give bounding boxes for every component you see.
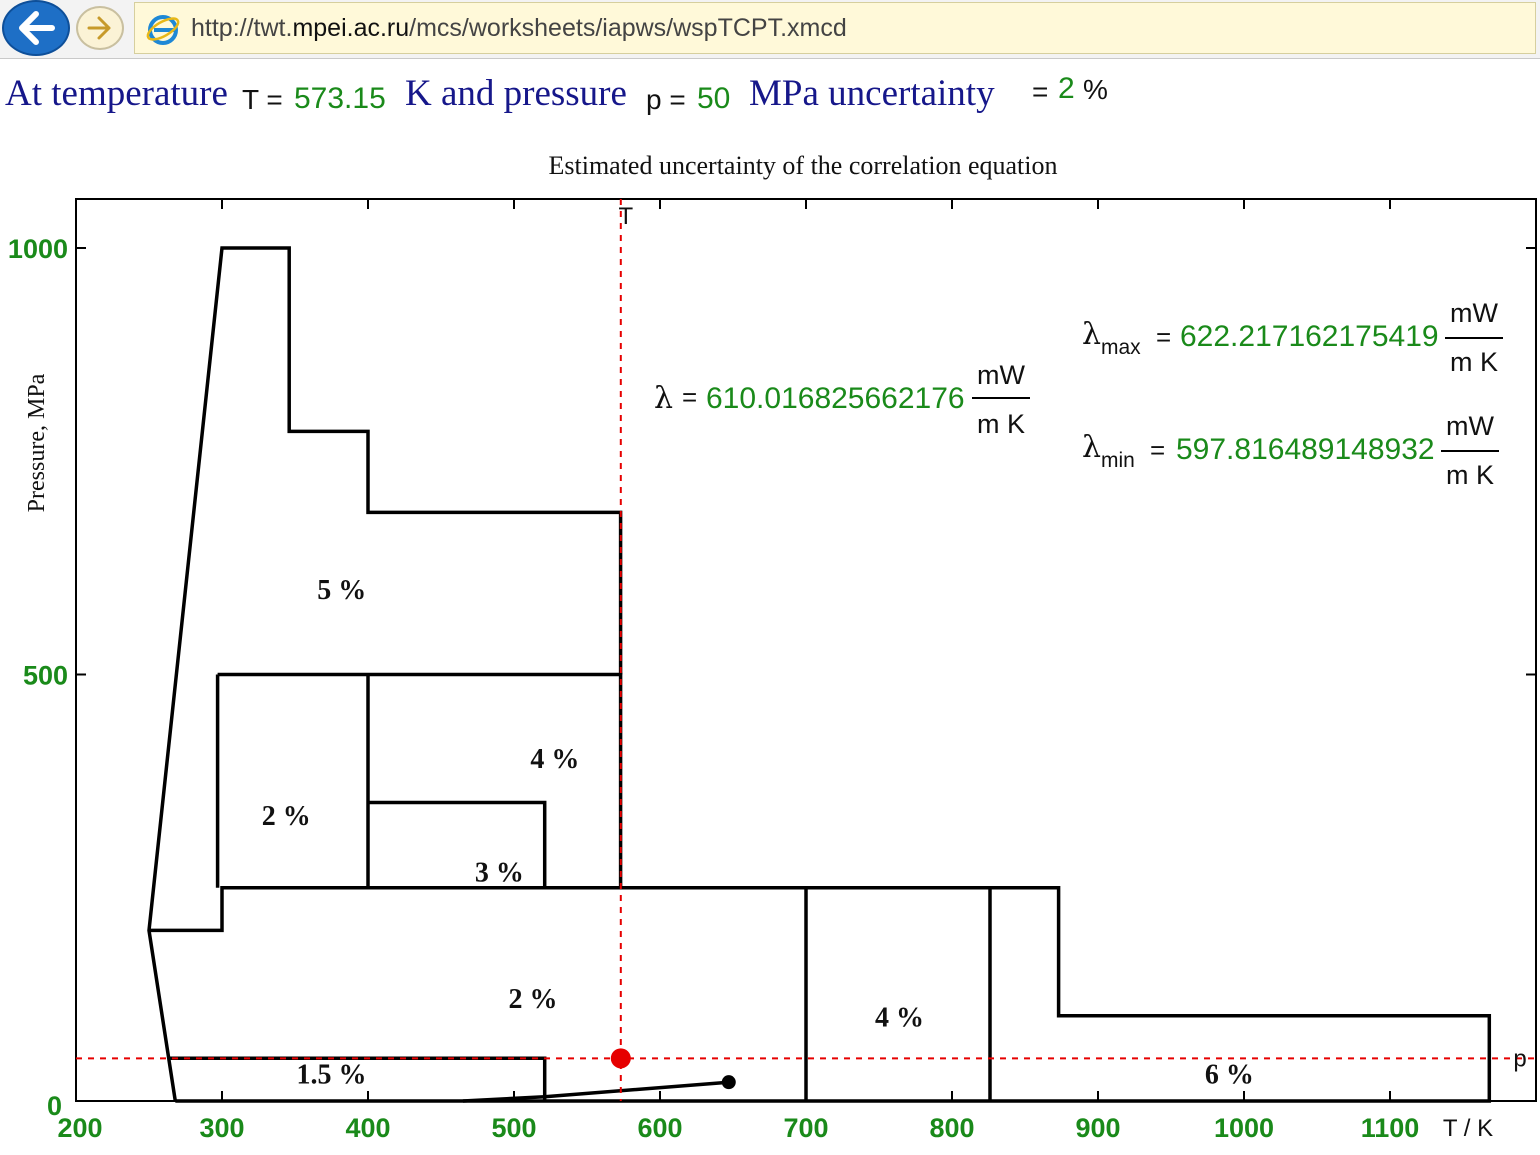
- uncertainty-value: 2: [1058, 72, 1075, 105]
- pressure-value[interactable]: 50: [697, 82, 731, 115]
- region-label: 2 %: [508, 984, 557, 1015]
- temperature-value[interactable]: 573.15: [294, 82, 386, 115]
- uncertainty-chart: Estimated uncertainty of the correlation…: [8, 151, 1537, 1143]
- uncertainty-eq: =: [1032, 76, 1049, 107]
- uncertainty-unit: %: [1083, 74, 1108, 105]
- crosshair-t-label: T: [618, 203, 633, 230]
- lambda-max-value: 622.217162175419: [1180, 320, 1439, 353]
- lambda-eq: =: [682, 382, 697, 412]
- critical-point: [721, 1075, 736, 1090]
- url-host: mpei.ac.ru: [292, 14, 410, 42]
- region-label: 3 %: [475, 858, 524, 889]
- url-prefix: http://twt.: [191, 14, 293, 42]
- lambda-max-readout: λ max = 622.217162175419 mW m K: [1082, 298, 1503, 377]
- address-bar[interactable]: http://twt.mpei.ac.ru/mcs/worksheets/iap…: [134, 2, 1536, 54]
- lambda-max-unit-num: mW: [1450, 298, 1498, 328]
- boundary-line: [149, 886, 1492, 1103]
- region-label: 4 %: [530, 744, 579, 775]
- lambda-min-readout: λ min = 597.816489148932 mW m K: [1082, 411, 1499, 490]
- y-tick-label: 1000: [8, 234, 68, 264]
- region-labels: 5 % 4 % 2 % 3 % 2 % 1.5 % 4 % 6 %: [262, 575, 1254, 1091]
- back-arrow-icon: [19, 11, 55, 45]
- x-tick-label: 700: [783, 1113, 828, 1143]
- browser-toolbar: http://twt.mpei.ac.ru/mcs/worksheets/iap…: [0, 0, 1540, 59]
- back-button[interactable]: [2, 0, 70, 56]
- y-tick-labels: 0 500 1000: [8, 234, 68, 1121]
- forward-arrow-icon: [87, 16, 111, 40]
- lambda-min-unit-num: mW: [1446, 411, 1494, 441]
- boundary-line: [368, 800, 547, 888]
- pressure-label: p =: [646, 84, 686, 115]
- temperature-label: T =: [242, 84, 283, 115]
- forward-button[interactable]: [76, 6, 124, 50]
- lambda-min-symbol: λ: [1082, 430, 1101, 465]
- x-tick-label: 300: [199, 1113, 244, 1143]
- header-text-2: K and pressure: [405, 73, 627, 114]
- lambda-max-sub: max: [1101, 336, 1141, 359]
- lambda-unit-num: mW: [977, 360, 1025, 390]
- state-crosshair: Tp: [76, 199, 1536, 1101]
- x-tick-label: 900: [1075, 1113, 1120, 1143]
- x-tick-label: 500: [491, 1113, 536, 1143]
- x-tick-label: 400: [345, 1113, 390, 1143]
- lambda-max-unit-den: m K: [1450, 347, 1498, 377]
- region-label: 5 %: [317, 575, 366, 606]
- state-point: [610, 1048, 631, 1069]
- crosshair-p-label: p: [1513, 1045, 1526, 1072]
- chart-title: Estimated uncertainty of the correlation…: [549, 151, 1058, 180]
- lambda-min-sub: min: [1101, 449, 1135, 472]
- lambda-max-eq: =: [1156, 322, 1171, 352]
- region-label: 4 %: [875, 1003, 924, 1034]
- header-text-1: At temperature: [5, 73, 228, 114]
- lambda-min-value: 597.816489148932: [1176, 433, 1435, 466]
- boundary-line: [462, 1080, 729, 1103]
- url-path: /mcs/worksheets/iapws/wspTCPT.xmcd: [409, 14, 847, 42]
- ie-page-icon: [146, 15, 180, 45]
- lambda-max-symbol: λ: [1082, 317, 1101, 352]
- x-tick-label: 800: [929, 1113, 974, 1143]
- lambda-min-eq: =: [1150, 435, 1165, 465]
- x-tick-label: 1000: [1214, 1113, 1274, 1143]
- x-tick-label: 200: [57, 1113, 102, 1143]
- x-axis-label: T / K: [1443, 1115, 1493, 1142]
- y-tick-label: 500: [23, 661, 68, 691]
- region-label: 2 %: [262, 801, 311, 832]
- url-text[interactable]: http://twt.mpei.ac.ru/mcs/worksheets/iap…: [191, 14, 847, 43]
- region-label: 1.5 %: [297, 1060, 367, 1091]
- lambda-value: 610.016825662176: [706, 382, 965, 415]
- x-tick-label: 600: [637, 1113, 682, 1143]
- region-label: 6 %: [1205, 1060, 1254, 1091]
- lambda-unit-den: m K: [977, 409, 1025, 439]
- x-tick-labels: 200 300 400 500 600 700 800 900 1000 1100: [57, 1113, 1419, 1143]
- boundary-line: [147, 246, 623, 1102]
- lambda-symbol: λ: [654, 381, 673, 416]
- lambda-min-unit-den: m K: [1446, 460, 1494, 490]
- y-tick-label: 0: [47, 1091, 62, 1121]
- y-axis-label: Pressure, MPa: [24, 373, 50, 512]
- x-tick-label: 1100: [1361, 1113, 1420, 1143]
- lambda-readout: λ = 610.016825662176 mW m K: [654, 360, 1030, 439]
- header-text-3: MPa uncertainty: [749, 73, 995, 114]
